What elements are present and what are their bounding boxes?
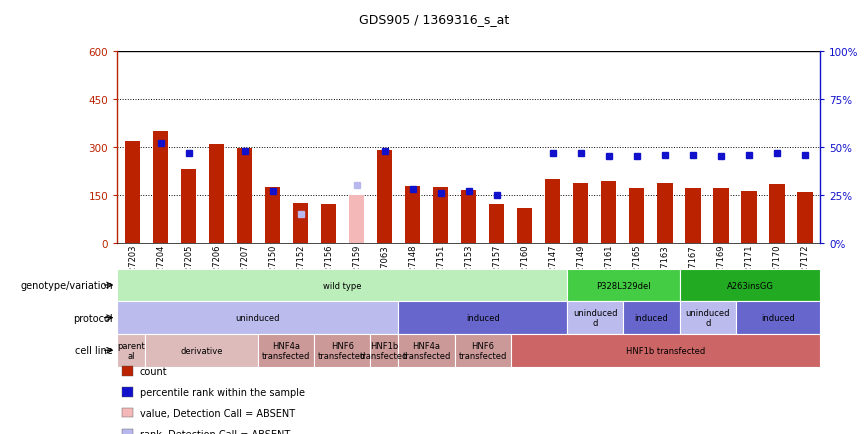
Text: rank, Detection Call = ABSENT: rank, Detection Call = ABSENT <box>140 429 290 434</box>
Bar <box>265 187 280 243</box>
Bar <box>685 188 700 243</box>
Bar <box>489 205 504 243</box>
Text: percentile rank within the sample: percentile rank within the sample <box>140 387 305 397</box>
Bar <box>741 191 757 243</box>
Bar <box>713 188 728 243</box>
Text: count: count <box>140 366 168 376</box>
Text: HNF6
transfected: HNF6 transfected <box>458 341 507 360</box>
Bar <box>461 191 477 243</box>
Bar <box>433 187 449 243</box>
Bar <box>293 203 308 243</box>
Text: parent
al: parent al <box>117 341 145 360</box>
Bar <box>125 141 141 243</box>
Text: uninduced
d: uninduced d <box>686 308 730 328</box>
Bar <box>377 151 392 243</box>
Bar <box>545 179 561 243</box>
Bar <box>349 195 365 243</box>
Text: HNF1b transfected: HNF1b transfected <box>626 346 705 355</box>
Text: HNF6
transfected: HNF6 transfected <box>318 341 366 360</box>
Bar <box>797 193 812 243</box>
Bar <box>601 182 616 243</box>
Text: wild type: wild type <box>323 281 361 290</box>
Bar <box>405 186 420 243</box>
Bar <box>629 188 644 243</box>
Bar <box>181 170 196 243</box>
Bar <box>657 183 673 243</box>
Bar <box>769 184 785 243</box>
Bar <box>573 183 589 243</box>
Text: value, Detection Call = ABSENT: value, Detection Call = ABSENT <box>140 408 295 418</box>
Bar <box>237 149 253 243</box>
Text: genotype/variation: genotype/variation <box>20 280 113 290</box>
Text: induced: induced <box>635 313 668 322</box>
Text: HNF4a
transfected: HNF4a transfected <box>403 341 450 360</box>
Text: cell line: cell line <box>76 345 113 355</box>
Bar <box>321 205 337 243</box>
Text: protocol: protocol <box>73 313 113 323</box>
Bar <box>153 132 168 243</box>
Text: GDS905 / 1369316_s_at: GDS905 / 1369316_s_at <box>358 13 510 26</box>
Bar <box>517 209 532 243</box>
Text: uninduced
d: uninduced d <box>573 308 617 328</box>
Text: HNF1b
transfected: HNF1b transfected <box>360 341 409 360</box>
Text: P328L329del: P328L329del <box>596 281 651 290</box>
Text: induced: induced <box>761 313 795 322</box>
Text: uninduced: uninduced <box>235 313 280 322</box>
Text: induced: induced <box>466 313 500 322</box>
Text: derivative: derivative <box>181 346 223 355</box>
Text: A263insGG: A263insGG <box>727 281 773 290</box>
Bar <box>209 145 224 243</box>
Text: HNF4a
transfected: HNF4a transfected <box>262 341 310 360</box>
